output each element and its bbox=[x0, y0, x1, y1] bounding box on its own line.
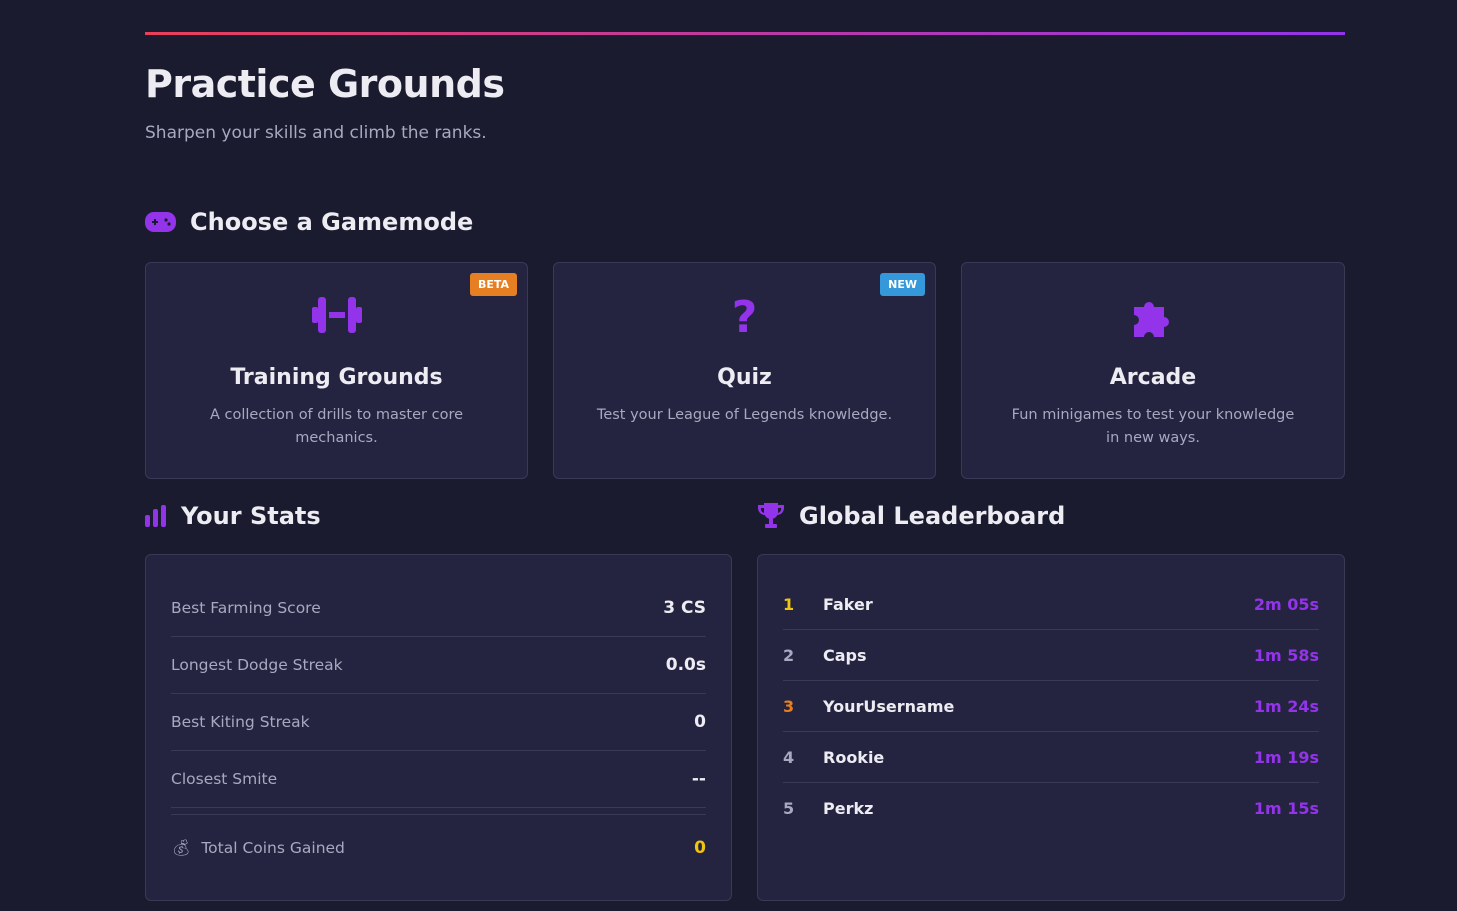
player-name: YourUsername bbox=[823, 696, 955, 716]
leaderboard-row: 3 YourUsername 1m 24s bbox=[783, 681, 1319, 732]
stat-label: Total Coins Gained bbox=[201, 838, 345, 857]
leaderboard-panel: 1 Faker 2m 05s 2 Caps 1m 58s 3 YourUsername 1m… bbox=[757, 554, 1345, 901]
page-subtitle: Sharpen your skills and climb the ranks. bbox=[145, 123, 487, 143]
player-time: 2m 05s bbox=[1253, 594, 1319, 614]
card-description: Fun minigames to test your knowledge in … bbox=[1011, 407, 1295, 446]
coins-row: 💰︎ Total Coins Gained 0 bbox=[171, 814, 706, 880]
leaderboard-row: 1 Faker 2m 05s bbox=[783, 579, 1319, 630]
dumbbell-icon bbox=[311, 297, 362, 333]
player-name: Faker bbox=[823, 594, 873, 614]
page-title: Practice Grounds bbox=[145, 62, 505, 106]
money-bag-icon: 💰︎ bbox=[171, 838, 192, 857]
trophy-icon bbox=[758, 503, 784, 528]
player-time: 1m 58s bbox=[1253, 645, 1319, 665]
section-title: Choose a Gamemode bbox=[190, 208, 474, 236]
stat-label: Best Kiting Streak bbox=[171, 713, 310, 731]
card-title: Arcade bbox=[1109, 365, 1197, 390]
stat-row: Best Kiting Streak 0 bbox=[171, 694, 706, 751]
player-time: 1m 15s bbox=[1253, 799, 1319, 818]
gamemode-card-quiz[interactable]: NEW ? Quiz Test your League of Legends k… bbox=[553, 262, 936, 479]
rank: 3 bbox=[783, 696, 795, 716]
bar-chart-icon bbox=[145, 505, 166, 527]
stats-panel: Best Farming Score 3 CS Longest Dodge Str… bbox=[145, 554, 732, 901]
player-time: 1m 24s bbox=[1253, 696, 1319, 716]
stat-row: Longest Dodge Streak 0.0s bbox=[171, 637, 706, 694]
section-title: Global Leaderboard bbox=[799, 502, 1066, 530]
gamemode-heading: Choose a Gamemode bbox=[145, 208, 473, 236]
accent-bar bbox=[145, 32, 1345, 35]
card-title: Training Grounds bbox=[230, 365, 443, 390]
stats-heading: Your Stats bbox=[145, 502, 321, 530]
gamemode-card-arcade[interactable]: Arcade Fun minigames to test your knowle… bbox=[961, 262, 1345, 479]
leaderboard-heading: Global Leaderboard bbox=[757, 502, 1065, 530]
stat-row: Closest Smite -- bbox=[171, 751, 706, 808]
stat-label: Best Farming Score bbox=[171, 599, 321, 617]
stat-value: -- bbox=[691, 769, 706, 789]
puzzle-icon bbox=[1134, 302, 1169, 337]
rank: 5 bbox=[783, 799, 795, 818]
player-name: Caps bbox=[823, 645, 867, 665]
new-badge: NEW bbox=[880, 273, 925, 296]
card-title: Quiz bbox=[717, 365, 772, 390]
gamepad-icon bbox=[145, 212, 176, 232]
stat-value: 0 bbox=[694, 712, 706, 732]
stat-row: Best Farming Score 3 CS bbox=[171, 580, 706, 637]
player-name: Rookie bbox=[823, 747, 885, 767]
gamemode-card-training[interactable]: BETA Training Grounds A collection of dr… bbox=[145, 262, 528, 479]
player-name: Perkz bbox=[823, 799, 874, 818]
rank: 4 bbox=[783, 747, 795, 767]
coins-value: 0 bbox=[694, 837, 706, 858]
leaderboard-row: 5 Perkz 1m 15s bbox=[783, 783, 1319, 834]
stat-label: Closest Smite bbox=[171, 770, 278, 788]
rank: 2 bbox=[783, 645, 795, 665]
leaderboard-row: 4 Rookie 1m 19s bbox=[783, 732, 1319, 783]
player-time: 1m 19s bbox=[1253, 747, 1319, 767]
card-description: Test your League of Legends knowledge. bbox=[596, 407, 893, 423]
stat-value: 3 CS bbox=[663, 598, 706, 618]
stat-label: Longest Dodge Streak bbox=[171, 656, 343, 674]
stat-value: 0.0s bbox=[665, 655, 706, 675]
question-icon: ? bbox=[731, 292, 758, 343]
leaderboard-row: 2 Caps 1m 58s bbox=[783, 630, 1319, 681]
section-title: Your Stats bbox=[181, 502, 321, 530]
beta-badge: BETA bbox=[469, 273, 517, 296]
rank: 1 bbox=[783, 594, 795, 614]
card-description: A collection of drills to master core me… bbox=[209, 407, 464, 446]
